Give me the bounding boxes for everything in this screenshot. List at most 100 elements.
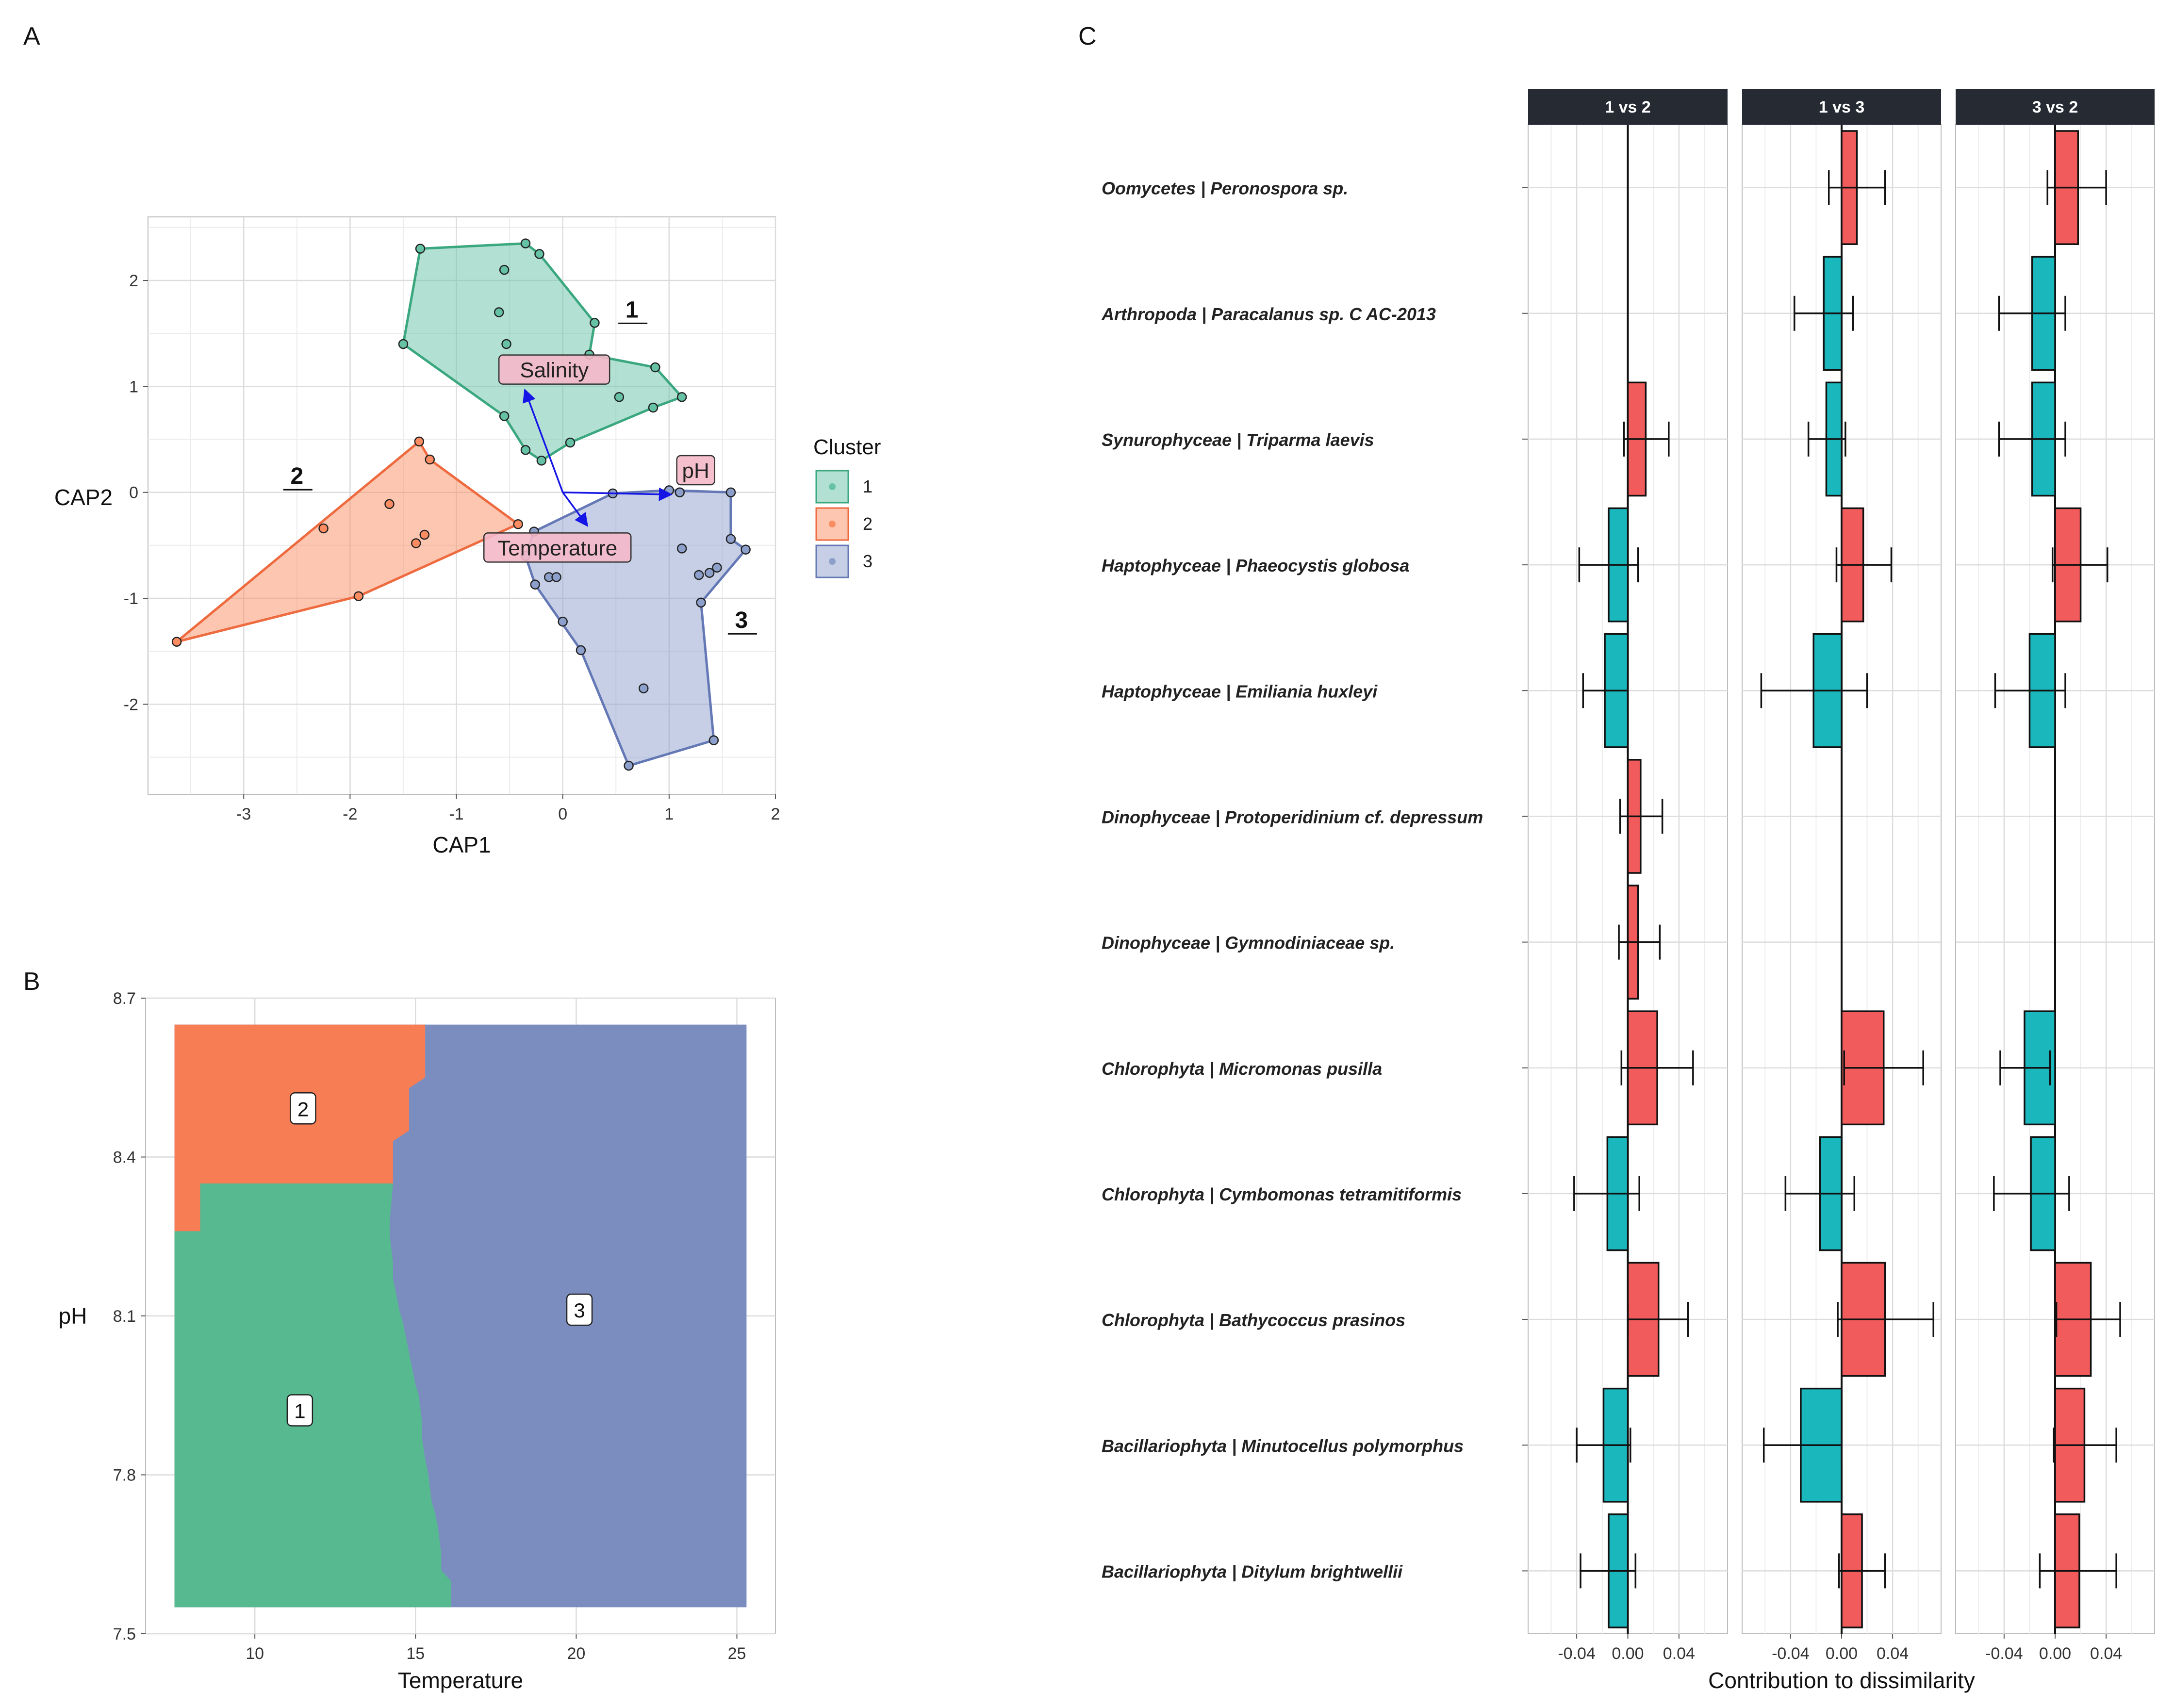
y-axis-label: pH: [59, 1303, 87, 1329]
sample-point: [419, 529, 430, 540]
region-1: [174, 1183, 451, 1608]
region-label: 1: [294, 1400, 305, 1423]
sample-point: [415, 244, 426, 254]
category-label: Dinophyceae | Gymnodiniaceae sp.: [1102, 933, 1395, 953]
region-label-box: [286, 1394, 313, 1427]
env-vector-arrow: [562, 487, 673, 501]
category-label: Haptophyceae | Phaeocystis globosa: [1102, 556, 1409, 575]
sample-point: [398, 339, 409, 349]
x-tick-label: 25: [728, 1644, 746, 1663]
sample-point: [648, 402, 659, 413]
env-vector-arrow: [523, 388, 564, 493]
cluster-region-plot: 10 15 20 25 7.5 7.8 8.1 8.4 8.7 Temperature pH 2 3 1: [59, 989, 776, 1693]
facet-strip-label: 3 vs 2: [2032, 98, 2078, 116]
cluster-legend: Cluster 1 2 3: [813, 435, 881, 578]
sample-point: [650, 362, 660, 373]
facet-strip-label: 1 vs 3: [1819, 98, 1865, 116]
sample-point: [676, 392, 687, 402]
sample-point: [536, 455, 547, 466]
x-tick-label: -1: [449, 805, 463, 823]
x-axis-label: Temperature: [398, 1668, 523, 1693]
sample-point: [725, 534, 736, 544]
cluster-label: 2: [290, 463, 303, 489]
legend-entry-label: 1: [863, 476, 873, 496]
sample-point: [696, 597, 706, 608]
env-vector-label: pH: [682, 459, 709, 483]
cluster-label: 1: [626, 297, 639, 323]
sample-point: [530, 579, 540, 590]
sample-point: [534, 249, 544, 259]
cluster-label: 3: [735, 608, 748, 633]
sample-point: [499, 264, 510, 275]
y-tick-label: -2: [124, 695, 138, 714]
cap-ordination-plot: -3 -2 -1 0 1 2 -2 -1 0 1 2 CAP1 CAP2 1 2 3 Salinity pH Tem…: [54, 216, 780, 857]
legend-entry-label: 2: [863, 514, 873, 534]
category-label: Haptophyceae | Emiliania huxleyi: [1102, 681, 1378, 701]
sample-point: [565, 437, 576, 448]
x-tick-label: 15: [406, 1644, 425, 1663]
x-tick-label: 2: [771, 805, 780, 823]
cluster-hull-1: [402, 242, 683, 462]
sample-point: [558, 616, 568, 627]
x-tick-label: -0.04: [1985, 1644, 2023, 1663]
sample-point: [675, 487, 685, 497]
sample-point: [551, 572, 561, 582]
y-tick-label: 2: [129, 272, 138, 290]
env-vector-label: Temperature: [497, 536, 617, 560]
x-tick-label: 0.04: [2090, 1644, 2122, 1663]
category-label: Chlorophyta | Micromonas pusilla: [1102, 1059, 1382, 1079]
sample-point: [425, 454, 435, 465]
sample-point: [693, 570, 704, 580]
sample-point: [513, 519, 523, 529]
sample-point: [712, 562, 722, 573]
x-axis-label: CAP1: [432, 832, 491, 857]
facet-strip: [1742, 89, 1941, 125]
sample-point: [576, 645, 586, 656]
x-tick-label: 0: [558, 805, 567, 823]
x-tick-label: 0.04: [1663, 1644, 1695, 1663]
env-vector-label-box: [498, 354, 610, 385]
y-tick-label: 0: [129, 484, 138, 502]
category-label: Chlorophyta | Bathycoccus prasinos: [1102, 1310, 1405, 1330]
region-2: [174, 1024, 426, 1232]
x-axis-label: Contribution to dissimilarity: [1708, 1668, 1975, 1693]
y-tick-label: 7.5: [113, 1625, 136, 1643]
env-vector-label-box: [483, 532, 632, 563]
y-tick-label: 8.7: [113, 989, 136, 1008]
sample-point: [708, 735, 719, 745]
sample-point: [590, 318, 600, 328]
legend-key: [815, 544, 849, 578]
sample-point: [414, 436, 425, 447]
sample-point: [520, 445, 531, 455]
sample-point: [664, 485, 675, 495]
region-label: 3: [574, 1299, 585, 1322]
x-tick-label: -2: [343, 805, 357, 823]
sample-point: [725, 487, 736, 497]
category-label: Chlorophyta | Cymbomonas tetramitiformis: [1102, 1184, 1462, 1204]
x-tick-label: 10: [246, 1644, 264, 1663]
facet-strip: [1528, 89, 1728, 125]
y-axis-label: CAP2: [54, 485, 113, 510]
panel-label-a: A: [23, 22, 40, 50]
dissimilarity-bar-chart: Oomycetes | Peronospora sp. Arthropoda | …: [1101, 89, 2155, 1693]
sample-point: [499, 411, 510, 421]
x-tick-label: 0.00: [1826, 1644, 1858, 1663]
sample-point: [624, 760, 634, 771]
env-vector-label-box: [676, 455, 715, 486]
sample-point: [501, 339, 511, 349]
x-tick-label: 20: [567, 1644, 585, 1663]
sample-point: [520, 238, 531, 248]
facet-strip: [1956, 89, 2155, 125]
y-tick-label: 8.1: [113, 1307, 136, 1326]
sample-point: [741, 544, 751, 555]
category-label: Bacillariophyta | Minutocellus polymorph…: [1102, 1436, 1464, 1456]
x-tick-label: -3: [236, 805, 251, 823]
panel-label-c: C: [1078, 22, 1097, 50]
region-label: 2: [297, 1098, 309, 1120]
y-tick-label: 1: [129, 378, 138, 396]
category-label: Oomycetes | Peronospora sp.: [1102, 179, 1348, 198]
x-tick-label: -0.04: [1558, 1644, 1596, 1663]
x-tick-label: 1: [664, 805, 674, 823]
panel-label-b: B: [23, 968, 40, 996]
